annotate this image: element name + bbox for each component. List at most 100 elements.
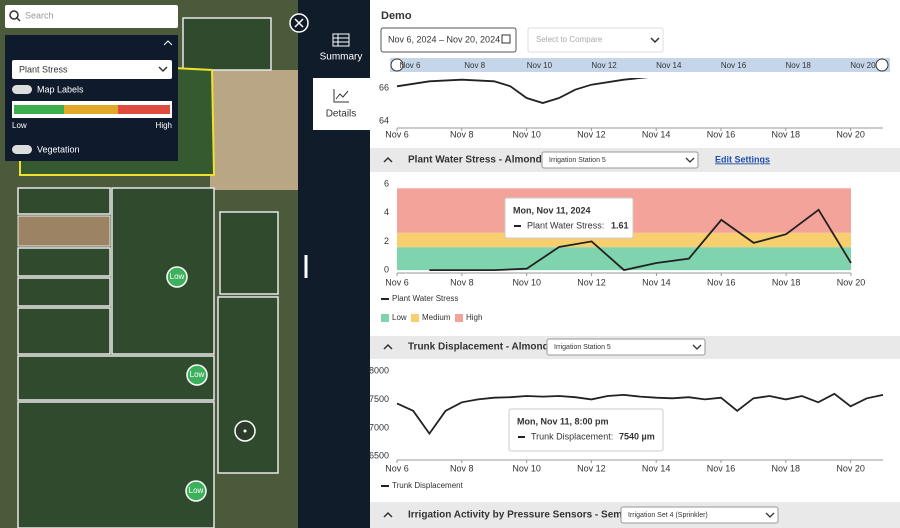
bare-field <box>210 70 298 190</box>
date-range-text: Nov 6, 2024 – Nov 20, 2024 <box>388 34 500 44</box>
summary-icon <box>333 34 349 46</box>
chevron <box>765 512 775 518</box>
compare-select[interactable] <box>527 27 664 53</box>
tooltip-value: 1.61 <box>611 220 629 230</box>
chevron <box>692 344 702 350</box>
nav-active[interactable] <box>313 78 370 130</box>
timeline-label: Nov 8 <box>464 61 485 70</box>
x-tick-label: Nov 14 <box>642 463 671 473</box>
legend-high <box>118 105 170 114</box>
collapse-icon[interactable] <box>163 40 173 46</box>
x-tick-label: Nov 12 <box>577 463 606 473</box>
x-tick-label: Nov 6 <box>385 277 409 287</box>
collapse-icon[interactable] <box>383 511 393 518</box>
y-tick-label: 8000 <box>369 365 389 375</box>
sensor-dot <box>243 429 247 433</box>
timeline-label: Nov 20 <box>850 61 876 70</box>
panel-title: Demo <box>381 10 412 22</box>
x-tick-label: Nov 10 <box>512 277 541 287</box>
layer-panel <box>5 35 178 161</box>
chevron <box>158 66 168 73</box>
legend-label: Trunk Displacement <box>392 481 464 490</box>
collapse-icon[interactable] <box>383 343 393 350</box>
x-tick-label: Nov 8 <box>450 463 474 473</box>
toggle[interactable] <box>12 145 32 154</box>
tooltip-value: 7540 µm <box>619 431 655 441</box>
station-select[interactable] <box>541 151 699 169</box>
legend-mid <box>64 105 118 114</box>
toggle-label: Map Labels <box>37 84 84 94</box>
x-tick-label: Nov 12 <box>577 129 606 139</box>
field <box>17 215 111 247</box>
x-tick-label: Nov 6 <box>385 463 409 473</box>
timeline-label: Nov 12 <box>591 61 617 70</box>
y-tick-label: 4 <box>384 207 389 217</box>
tooltip-label: Trunk Displacement: <box>531 431 613 441</box>
nav-item: Details <box>326 109 357 120</box>
legend-swatch <box>381 314 389 322</box>
station-select-text: Irrigation Station 5 <box>549 157 606 164</box>
legend-low <box>14 105 64 114</box>
markers: Low Low Low <box>166 266 256 502</box>
edit-settings-link[interactable]: Edit Settings <box>715 154 770 164</box>
x-tick-label: Nov 14 <box>642 277 671 287</box>
timeline-label: Nov 10 <box>527 61 553 70</box>
search-icon <box>9 10 19 20</box>
x-tick-label: Nov 16 <box>707 277 736 287</box>
timeline-label: Nov 14 <box>656 61 682 70</box>
x-tick-label: Nov 14 <box>642 129 671 139</box>
station-select[interactable] <box>620 506 779 524</box>
station-select-text: Irrigation Set 4 (Sprinkler) <box>628 512 708 519</box>
search-icon <box>16 17 21 22</box>
timeline-handle[interactable] <box>390 58 404 72</box>
section-title: Irrigation Activity by Pressure Sensors … <box>408 510 637 521</box>
station-select[interactable] <box>546 338 706 356</box>
close-icon <box>294 18 304 28</box>
section-title: Trunk Displacement - Almond <box>408 342 549 353</box>
timeline-label: Nov 18 <box>786 61 812 70</box>
date-range[interactable] <box>380 27 517 53</box>
x-tick-label: Nov 12 <box>577 277 606 287</box>
nav-item[interactable]: Summary <box>320 52 363 63</box>
section-title: Plant Water Stress - Almond <box>408 155 542 166</box>
timeline-label: Nov 6 <box>400 61 421 70</box>
timeline-labels: Nov 6 Nov 8 Nov 10 Nov 12 Nov 14 Nov 16 Nov 18… <box>400 61 877 70</box>
marker-label: Low <box>190 370 205 379</box>
layer-select-text: Plant Stress <box>19 64 68 74</box>
tooltip-label: Plant Water Stress: <box>527 220 604 230</box>
search-box[interactable] <box>5 5 178 28</box>
x-tick-label: Nov 10 <box>512 129 541 139</box>
marker[interactable] <box>166 266 188 288</box>
y-tick-label: 7500 <box>369 394 389 404</box>
toggle-label: Vegetation <box>37 144 80 154</box>
details-icon <box>333 89 349 103</box>
summary-icon <box>332 33 350 47</box>
toggle[interactable] <box>12 85 32 94</box>
y-tick-label: 66 <box>379 82 389 92</box>
y-tick-label: 0 <box>384 265 389 275</box>
legend-low-label: Low <box>12 121 27 130</box>
marker[interactable] <box>185 480 207 502</box>
stress-band <box>397 247 851 271</box>
tooltip <box>504 197 634 239</box>
tooltip-title: Mon, Nov 11, 2024 <box>513 205 591 215</box>
timeline-handle[interactable] <box>875 58 889 72</box>
sections: Plant Water Stress - Almond Irrigation St… <box>383 151 779 524</box>
legend-label: Medium <box>422 313 451 322</box>
layer-select[interactable] <box>12 60 172 79</box>
compare-placeholder: Select to Compare <box>536 35 603 44</box>
station-select-text: Irrigation Station 5 <box>554 344 611 351</box>
timeline-label: Nov 16 <box>721 61 747 70</box>
legend-swatch <box>411 314 419 322</box>
legend-label: High <box>466 313 482 322</box>
collapse-icon[interactable] <box>383 156 393 163</box>
x-tick-label: Nov 16 <box>707 129 736 139</box>
marker[interactable] <box>186 364 208 386</box>
search-placeholder: Search <box>25 10 54 20</box>
timeline[interactable] <box>390 58 890 72</box>
x-tick-label: Nov 20 <box>836 463 865 473</box>
series-line <box>429 208 852 272</box>
x-tick-label: Nov 18 <box>772 277 801 287</box>
x-tick-label: Nov 20 <box>837 277 866 287</box>
